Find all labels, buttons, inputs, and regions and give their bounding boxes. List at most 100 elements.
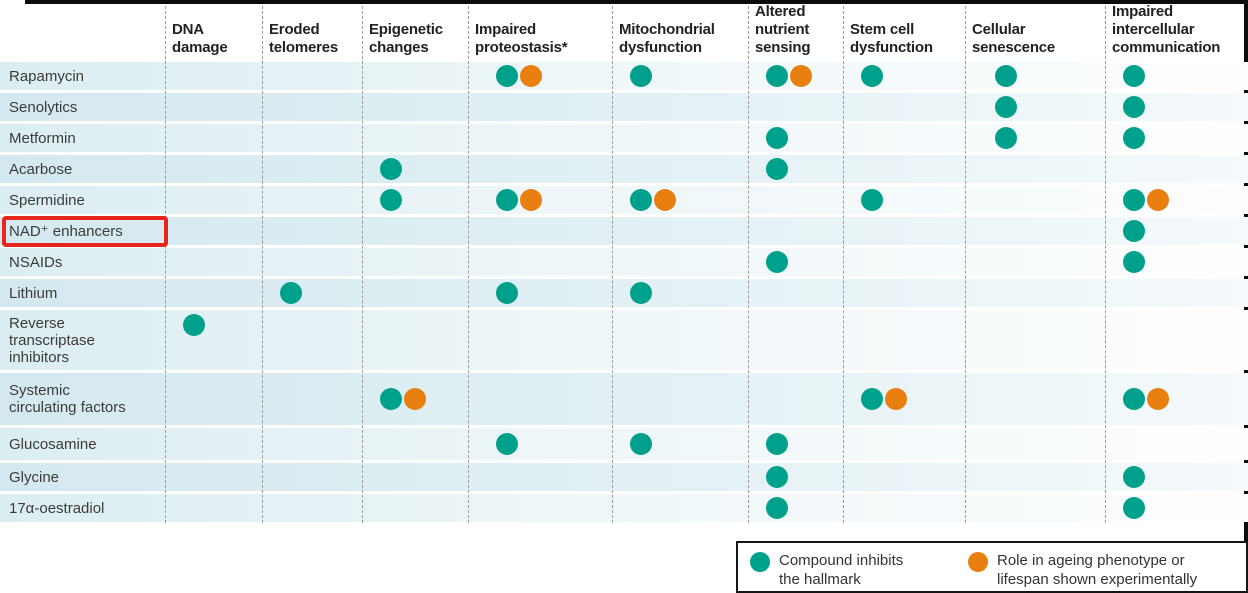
dot-cell — [843, 248, 965, 276]
inhibits-dot — [280, 282, 302, 304]
inhibits-dot — [766, 433, 788, 455]
dot-cell — [362, 217, 468, 245]
dot-cell — [965, 124, 1105, 152]
column-divider-line — [843, 6, 844, 523]
dot-cell — [748, 279, 843, 307]
dot-cell — [1105, 279, 1248, 307]
dot-cell — [468, 93, 612, 121]
matrix-rows: Rapamycin Senolytics Metformin Acarbose Sper… — [0, 62, 1248, 522]
dot-cell — [612, 124, 748, 152]
dot-cell — [748, 217, 843, 245]
inhibits-dot — [766, 127, 788, 149]
dot-cell — [468, 155, 612, 183]
dot-cell — [468, 248, 612, 276]
experimental-dot — [654, 189, 676, 211]
dot-cell — [748, 428, 843, 460]
column-divider-line — [362, 6, 363, 523]
legend-item-inhibits: Compound inhibits the hallmark — [750, 551, 968, 589]
experimental-dot — [520, 189, 542, 211]
legend-experimental-label: Role in ageing phenotype or lifespan sho… — [997, 552, 1198, 588]
dot-cell — [165, 373, 262, 425]
experimental-dot — [1147, 189, 1169, 211]
dot-cell — [965, 310, 1105, 370]
dot-cell — [1105, 62, 1248, 90]
inhibits-dot — [766, 158, 788, 180]
dot-cell — [468, 186, 612, 214]
column-header: Mitochondrial dysfunction — [619, 21, 715, 56]
legend-box: Compound inhibits the hallmark Role in a… — [736, 541, 1248, 593]
column-divider-line — [1105, 6, 1106, 523]
dot-cell — [748, 93, 843, 121]
table-row: Spermidine — [0, 186, 1248, 214]
inhibits-dot — [995, 65, 1017, 87]
dot-cell — [1105, 373, 1248, 425]
dot-cell — [262, 279, 362, 307]
inhibits-dot — [1123, 388, 1145, 410]
dot-cell — [468, 373, 612, 425]
table-row: Lithium — [0, 279, 1248, 307]
dot-cell — [262, 62, 362, 90]
table-row: Senolytics — [0, 93, 1248, 121]
dot-cell — [748, 494, 843, 522]
row-label: Senolytics — [9, 98, 78, 116]
inhibits-dot — [630, 282, 652, 304]
dot-cell — [1105, 310, 1248, 370]
dot-cell — [165, 248, 262, 276]
inhibits-dot — [1123, 65, 1145, 87]
experimental-dot — [885, 388, 907, 410]
dot-cell — [965, 279, 1105, 307]
dot-cell — [612, 373, 748, 425]
column-header: Epigenetic changes — [369, 21, 443, 56]
row-label: Metformin — [9, 129, 76, 147]
dot-cell — [748, 463, 843, 491]
dot-cell — [1105, 93, 1248, 121]
dot-cell — [965, 248, 1105, 276]
column-divider-line — [612, 6, 613, 523]
row-label: Systemic circulating factors — [9, 382, 126, 416]
dot-cell — [165, 279, 262, 307]
dot-cell — [965, 217, 1105, 245]
figure-top-border — [25, 0, 1248, 4]
dot-cell — [843, 279, 965, 307]
dot-cell — [748, 373, 843, 425]
dot-cell — [612, 93, 748, 121]
dot-cell — [1105, 428, 1248, 460]
dot-cell — [262, 124, 362, 152]
dot-cell — [612, 428, 748, 460]
inhibits-dot — [1123, 127, 1145, 149]
dot-cell — [612, 279, 748, 307]
table-row: NSAIDs — [0, 248, 1248, 276]
dot-cell — [165, 217, 262, 245]
dot-cell — [362, 248, 468, 276]
inhibits-dot — [496, 65, 518, 87]
dot-cell — [843, 155, 965, 183]
dot-cell — [612, 248, 748, 276]
dot-cell — [468, 62, 612, 90]
row-label: NSAIDs — [9, 253, 63, 271]
dot-cell — [262, 373, 362, 425]
dot-cell — [1105, 463, 1248, 491]
column-divider-line — [262, 6, 263, 523]
dot-cell — [262, 494, 362, 522]
legend-inhibits-label: Compound inhibits the hallmark — [779, 552, 904, 588]
dot-cell — [843, 310, 965, 370]
dot-cell — [748, 155, 843, 183]
inhibits-dot — [861, 189, 883, 211]
inhibits-dot — [496, 433, 518, 455]
experimental-dot — [404, 388, 426, 410]
dot-cell — [468, 428, 612, 460]
table-row: Reverse transcriptase inhibitors — [0, 310, 1248, 370]
dot-cell — [362, 463, 468, 491]
dot-cell — [262, 155, 362, 183]
inhibits-dot — [995, 127, 1017, 149]
dot-cell — [362, 124, 468, 152]
row-label: 17α-oestradiol — [9, 499, 105, 517]
dot-cell — [165, 155, 262, 183]
dot-cell — [965, 186, 1105, 214]
dot-cell — [843, 494, 965, 522]
inhibits-dot — [766, 497, 788, 519]
row-label: Acarbose — [9, 160, 73, 178]
row-label: Rapamycin — [9, 67, 85, 85]
dot-cell — [843, 93, 965, 121]
dot-cell — [262, 248, 362, 276]
